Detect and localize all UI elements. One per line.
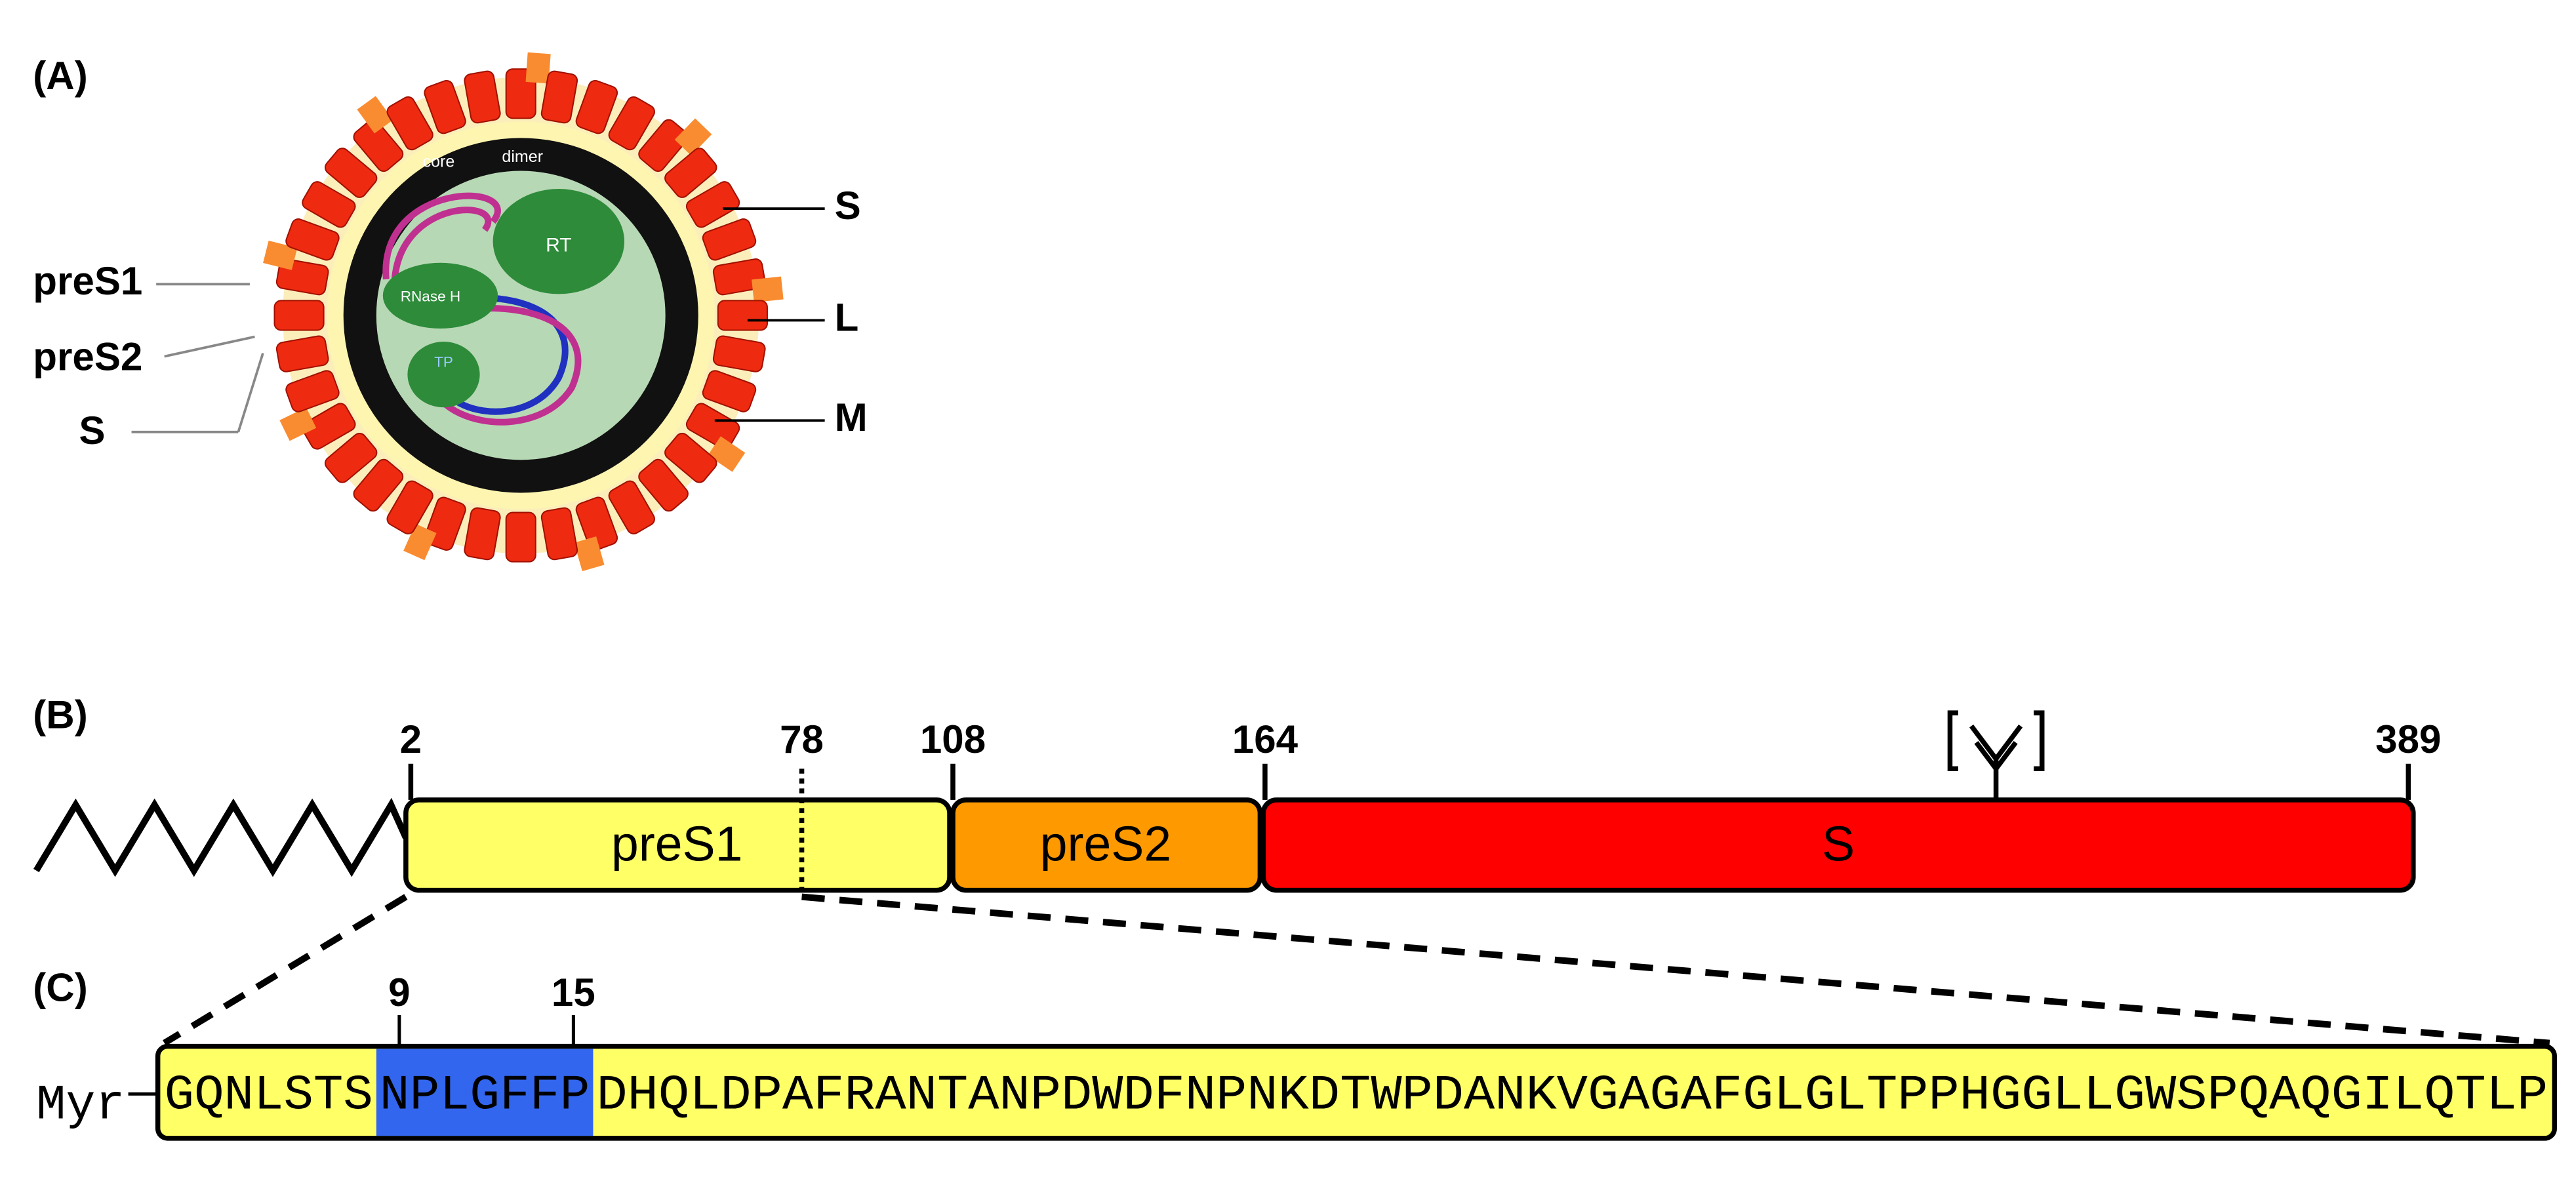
glycan-bracket <box>1947 710 2045 772</box>
spike <box>608 480 655 534</box>
virion-label: S <box>79 409 105 452</box>
spikes <box>263 52 784 572</box>
spike <box>575 79 618 134</box>
rnaseh-protein <box>382 262 498 329</box>
domain-label: preS2 <box>1040 816 1171 871</box>
sequence-motif: NPLGFFP <box>380 1068 590 1124</box>
sequence: DHQLDPAFRANTANPDWDFNPNKDTWPDANKVGAGAFGLG… <box>596 1068 2548 1124</box>
spike <box>638 119 689 172</box>
spike <box>575 496 618 551</box>
leader-lines <box>131 207 825 433</box>
genome <box>382 192 501 288</box>
glycan <box>1969 724 2023 763</box>
spike <box>386 480 433 534</box>
spike <box>424 79 466 134</box>
spike <box>540 507 578 561</box>
spike <box>712 335 766 372</box>
spike <box>717 300 768 331</box>
pres-spike <box>708 436 746 472</box>
sequence-box <box>155 1043 2558 1141</box>
spike <box>325 148 378 198</box>
spike <box>302 181 356 228</box>
residue-label: 15 <box>552 971 595 1014</box>
spike <box>664 148 717 198</box>
panel-label: (C) <box>33 965 87 1009</box>
spike <box>325 432 378 483</box>
genome <box>409 305 582 426</box>
pres-spike <box>574 536 605 572</box>
domain-label: preS1 <box>611 816 742 871</box>
spike <box>702 218 757 261</box>
spike <box>664 432 717 483</box>
spike <box>285 218 340 261</box>
panel-label: (B) <box>33 693 87 737</box>
pres-spike <box>357 96 393 134</box>
position-label: 78 <box>780 717 824 761</box>
inner-label: RT <box>546 235 572 256</box>
spike <box>386 96 433 151</box>
spike <box>702 370 757 412</box>
tp-protein <box>407 342 480 408</box>
domain-pres1 <box>403 797 952 893</box>
spike <box>353 458 404 512</box>
inner-label: TP <box>434 354 453 370</box>
myristoyl-chain <box>33 797 409 877</box>
domain-label: S <box>1822 816 1855 871</box>
spike <box>540 70 578 124</box>
sequence-prefix: Myr <box>36 1077 125 1134</box>
zoom-line <box>801 893 2550 1047</box>
motif-highlight <box>376 1049 594 1136</box>
spike <box>505 511 536 563</box>
leader-line <box>237 352 264 433</box>
zoom-line <box>163 894 408 1046</box>
spike <box>712 258 766 296</box>
residue-label: 9 <box>388 971 410 1014</box>
spike <box>302 403 356 450</box>
spike <box>638 458 689 512</box>
spike <box>353 119 404 172</box>
spike <box>685 181 740 228</box>
inner-label: dimer <box>502 148 543 166</box>
position-label: 389 <box>2375 717 2441 761</box>
leader-line <box>164 335 255 358</box>
rt-protein <box>493 189 625 294</box>
virion-label: preS1 <box>33 259 142 303</box>
spike <box>273 300 325 331</box>
pres-spike <box>263 240 298 270</box>
spike <box>275 335 329 372</box>
spike <box>685 403 740 450</box>
inner-label: core <box>423 153 455 171</box>
pres-spike <box>752 276 784 303</box>
virion-label: preS2 <box>33 334 142 378</box>
pres-spike <box>674 118 712 156</box>
pres-spike <box>279 407 317 441</box>
virion-label: S <box>835 184 861 228</box>
sequence: GQNLSTS <box>165 1068 373 1124</box>
spike <box>464 70 501 124</box>
inner-label: RNase H <box>401 288 460 304</box>
glycan <box>1974 740 2018 773</box>
virion-label: L <box>835 295 859 339</box>
domain-s <box>1260 797 2416 893</box>
position-label: 2 <box>400 717 422 761</box>
domain-pres2 <box>950 797 1263 893</box>
spike <box>608 96 655 151</box>
virion-label: M <box>835 395 868 439</box>
pres-spike <box>525 52 551 84</box>
virion: core dimer RT RNase H TP <box>263 52 784 572</box>
spike <box>464 507 501 561</box>
position-label: 108 <box>920 717 986 761</box>
position-label: 164 <box>1232 717 1298 761</box>
spike <box>285 370 340 412</box>
panel-label: (A) <box>33 54 87 98</box>
